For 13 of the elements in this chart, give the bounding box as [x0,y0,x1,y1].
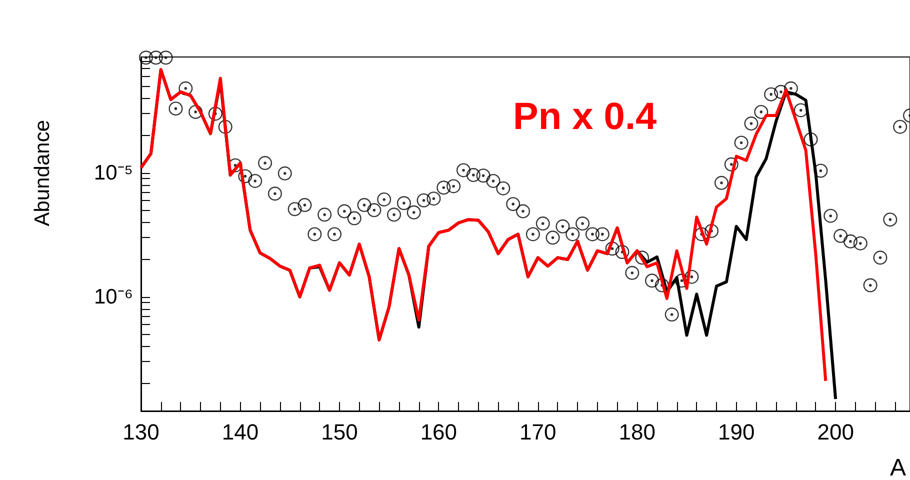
x-tick-label: 180 [618,420,656,444]
x-tick-label: 140 [222,420,259,444]
x-tick-label: 160 [420,420,458,444]
y-tick-label: 10⁻⁶ [94,285,133,308]
annotation: Pn x 0.4 [513,96,657,138]
x-tick-label: 200 [817,420,854,444]
x-tick-label: 170 [520,420,556,444]
y-axis-title: Abundance [31,120,54,226]
x-axis-title: A [890,454,906,480]
x-tick-label: 130 [122,420,160,444]
y-tick-label: 10⁻⁵ [94,161,133,184]
x-tick-label: 190 [718,420,755,444]
x-tick-label: 150 [321,420,358,444]
